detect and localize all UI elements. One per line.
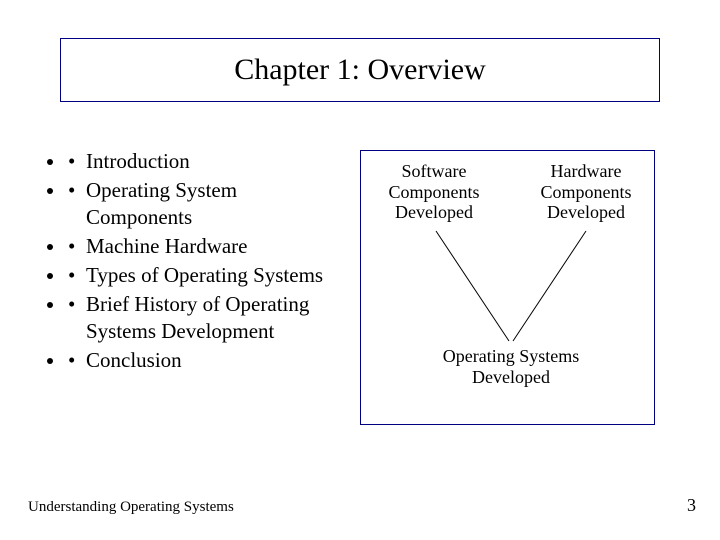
footer-left: Understanding Operating Systems: [28, 499, 234, 516]
list-item: Conclusion: [66, 347, 346, 373]
diagram-line-right: [513, 231, 586, 341]
title-box: Chapter 1: Overview: [60, 38, 660, 102]
page-number: 3: [687, 495, 696, 516]
list-item: Operating System Components: [66, 177, 346, 230]
diagram-line-left: [436, 231, 509, 341]
diagram-label-bottom: Operating SystemsDeveloped: [421, 346, 601, 387]
list-item: Brief History of Operating Systems Devel…: [66, 291, 346, 344]
diagram-box: SoftwareComponentsDeveloped HardwareComp…: [360, 150, 655, 425]
list-item: Machine Hardware: [66, 233, 346, 259]
list-item: Types of Operating Systems: [66, 262, 346, 288]
list-item: Introduction: [66, 148, 346, 174]
bullet-list: Introduction Operating System Components…: [66, 148, 346, 376]
slide-title: Chapter 1: Overview: [234, 53, 486, 87]
